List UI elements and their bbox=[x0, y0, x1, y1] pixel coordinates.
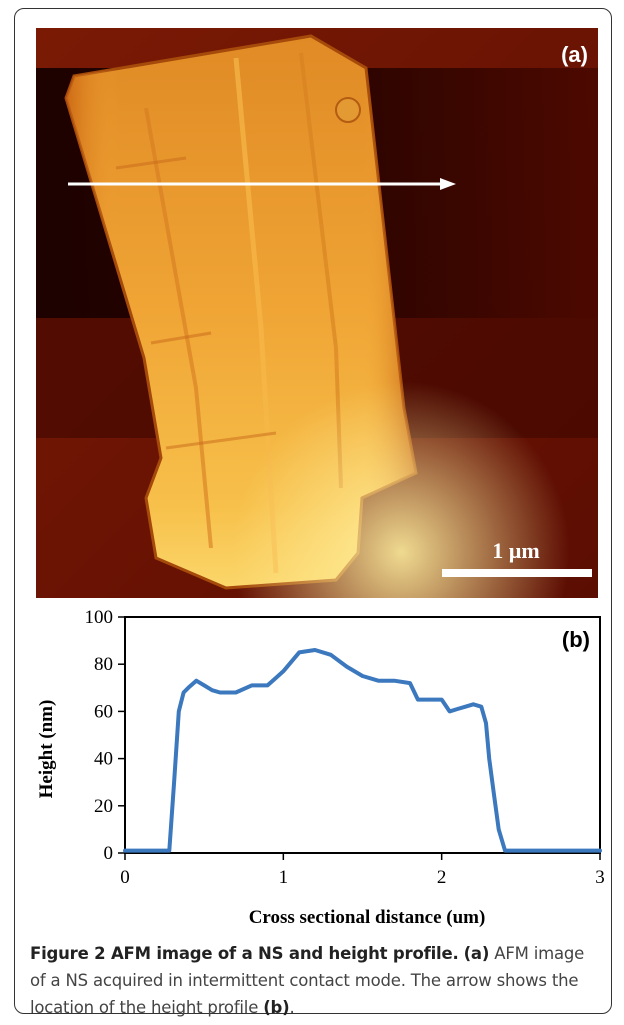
x-tick-label: 0 bbox=[120, 867, 130, 888]
x-tick-label: 1 bbox=[279, 867, 289, 888]
caption-title: Figure 2 AFM image of a NS and height pr… bbox=[30, 944, 459, 963]
figure-frame bbox=[14, 8, 612, 1014]
y-axis-label: Height (nm) bbox=[36, 700, 57, 799]
y-tick-label: 80 bbox=[94, 654, 113, 675]
height-profile-chart: 0 20 40 60 80 100 0 1 2 3 (b) Cross sectional di… bbox=[36, 607, 605, 928]
caption-label-b: (b) bbox=[263, 998, 290, 1017]
profile-arrow bbox=[68, 178, 456, 190]
plot-area-frame bbox=[124, 616, 601, 854]
afm-image: (a) 1 µm bbox=[36, 28, 598, 598]
y-tick-label: 40 bbox=[94, 749, 113, 770]
x-axis-label: Cross sectional distance (um) bbox=[249, 907, 486, 928]
x-tick-label: 2 bbox=[437, 867, 447, 888]
caption-text-a: AFM image of a NS acquired in intermitte… bbox=[30, 944, 585, 1017]
x-tick-label: 3 bbox=[595, 867, 605, 888]
panel-a-label: (a) bbox=[561, 42, 588, 67]
y-tick-label: 20 bbox=[94, 796, 113, 817]
y-tick-label: 0 bbox=[104, 843, 114, 864]
scale-bar-label: 1 µm bbox=[492, 538, 540, 563]
nanosheet bbox=[36, 28, 598, 598]
series-line-0 bbox=[123, 648, 602, 853]
scale-bar bbox=[442, 569, 592, 577]
panel-b-label: (b) bbox=[562, 627, 590, 652]
caption-label-a: (a) bbox=[463, 944, 490, 963]
caption-text-b: . bbox=[289, 998, 295, 1017]
figure-caption: Figure 2 AFM image of a NS and height pr… bbox=[30, 940, 598, 1021]
y-tick-label: 100 bbox=[85, 607, 114, 628]
y-tick-label: 60 bbox=[94, 701, 113, 722]
